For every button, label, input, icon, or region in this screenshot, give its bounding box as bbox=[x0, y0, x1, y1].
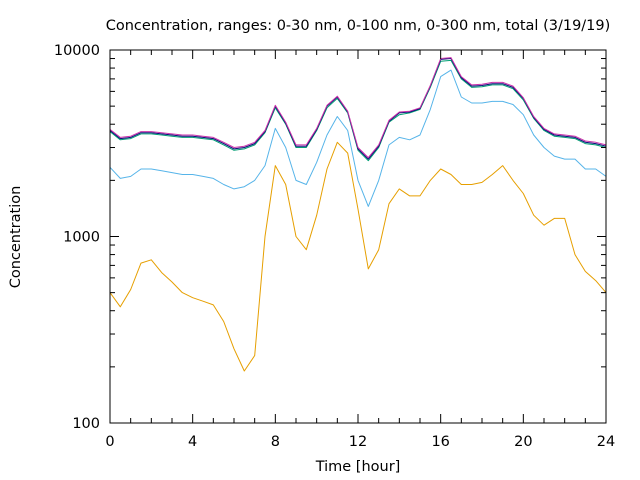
y-tick-labels: 100 1000 10000 bbox=[54, 43, 100, 432]
x-tick-label: 8 bbox=[271, 434, 280, 450]
x-tick-label: 16 bbox=[431, 434, 449, 450]
series-line-1 bbox=[110, 70, 606, 206]
chart-title: Concentration, ranges: 0-30 nm, 0-100 nm… bbox=[106, 18, 611, 34]
x-axis-label: Time [hour] bbox=[315, 459, 401, 475]
x-tick-label: 0 bbox=[105, 434, 114, 450]
series-line-3 bbox=[110, 59, 606, 160]
series-layer bbox=[110, 58, 606, 371]
y-tick-label: 100 bbox=[72, 416, 100, 432]
x-tick-label: 20 bbox=[514, 434, 532, 450]
x-tick-label: 4 bbox=[188, 434, 197, 450]
x-tick-label: 12 bbox=[349, 434, 367, 450]
y-axis-label: Concentration bbox=[8, 186, 24, 289]
plot-frame bbox=[110, 50, 606, 423]
y-tick-label: 1000 bbox=[63, 230, 100, 246]
series-line-4 bbox=[110, 58, 606, 158]
series-line-2 bbox=[110, 60, 606, 160]
chart-svg: Concentration, ranges: 0-30 nm, 0-100 nm… bbox=[0, 0, 640, 480]
x-tick-labels: 0 4 8 12 16 20 24 bbox=[105, 434, 615, 450]
x-tick-label: 24 bbox=[597, 434, 615, 450]
series-line-0 bbox=[110, 142, 606, 371]
axis-ticks bbox=[110, 50, 606, 423]
y-tick-label: 10000 bbox=[54, 43, 100, 59]
